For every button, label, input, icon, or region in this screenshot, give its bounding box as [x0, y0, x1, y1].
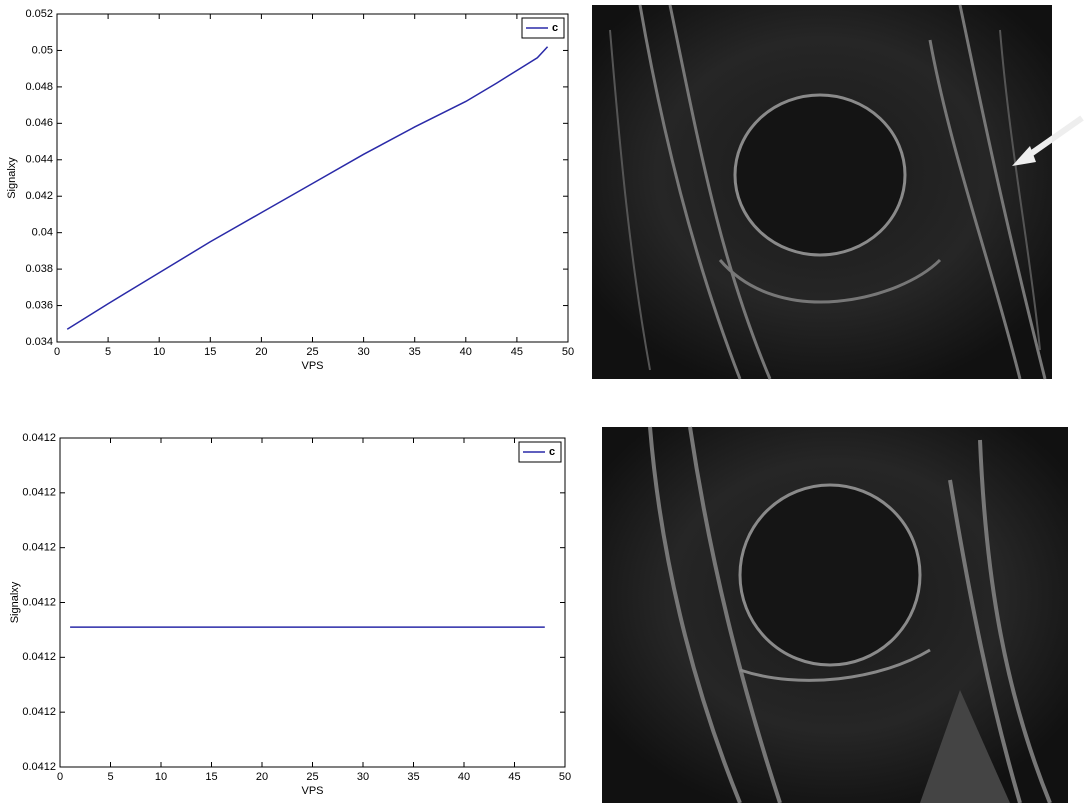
x-tick-label: 0	[54, 346, 60, 358]
x-tick-label: 40	[460, 346, 472, 358]
x-tick-label: 40	[458, 771, 470, 783]
y-tick-label: 0.0412	[22, 542, 56, 554]
x-tick-label: 15	[205, 771, 217, 783]
x-tick-label: 20	[255, 346, 267, 358]
y-axis-label: Signalxy	[6, 157, 18, 199]
y-tick-label: 0.042	[25, 190, 53, 202]
y-tick-label: 0.0412	[22, 596, 56, 608]
x-tick-label: 35	[409, 346, 421, 358]
x-tick-label: 30	[357, 771, 369, 783]
x-tick-label: 0	[57, 771, 63, 783]
x-tick-label: 5	[107, 771, 113, 783]
y-tick-label: 0.044	[25, 154, 53, 166]
x-tick-label: 30	[357, 346, 369, 358]
y-tick-label: 0.0412	[22, 487, 56, 499]
mri-image-top	[592, 4, 1084, 380]
chart: 0 5 10 15 20 25 30 35 40 45 50 0.0412 0.0412 0.0412 0.…	[9, 432, 571, 797]
x-axis-label: VPS	[301, 360, 323, 372]
y-tick-label: 0.052	[25, 8, 53, 20]
x-tick-label: 25	[306, 346, 318, 358]
y-tick-label: 0.036	[25, 299, 53, 311]
y-tick-label: 0.0412	[22, 651, 56, 663]
x-tick-label: 20	[256, 771, 268, 783]
plot-area	[56, 13, 569, 343]
x-axis-label: VPS	[301, 785, 323, 797]
x-tick-label: 50	[559, 771, 571, 783]
y-tick-label: 0.0412	[22, 432, 56, 444]
x-tick-label: 50	[562, 346, 574, 358]
mri-image-bottom	[602, 426, 1068, 804]
y-tick-label: 0.0412	[22, 761, 56, 773]
x-tick-label: 25	[306, 771, 318, 783]
y-tick-label: 0.048	[25, 81, 53, 93]
y-tick-label: 0.038	[25, 263, 53, 275]
data-line	[66, 46, 549, 330]
y-tick-label: 0.046	[25, 117, 53, 129]
legend-label: c	[549, 446, 555, 458]
y-tick-label: 0.0412	[22, 706, 56, 718]
x-tick-label: 10	[155, 771, 167, 783]
y-axis-label: Signalxy	[9, 581, 21, 623]
x-tick-label: 15	[204, 346, 216, 358]
x-tick-label: 45	[508, 771, 520, 783]
legend-label: c	[552, 22, 558, 34]
y-tick-label: 0.034	[25, 336, 53, 348]
x-tick-label: 45	[511, 346, 523, 358]
x-tick-label: 10	[153, 346, 165, 358]
x-tick-label: 5	[105, 346, 111, 358]
chart: 0 5 10 15 20 25 30 35 40 45 50 0.034 0.036 0.038 0.04 0…	[6, 8, 574, 372]
plot-area	[59, 437, 566, 768]
y-tick-label: 0.05	[32, 44, 53, 56]
y-tick-label: 0.04	[32, 227, 53, 239]
x-tick-label: 35	[407, 771, 419, 783]
